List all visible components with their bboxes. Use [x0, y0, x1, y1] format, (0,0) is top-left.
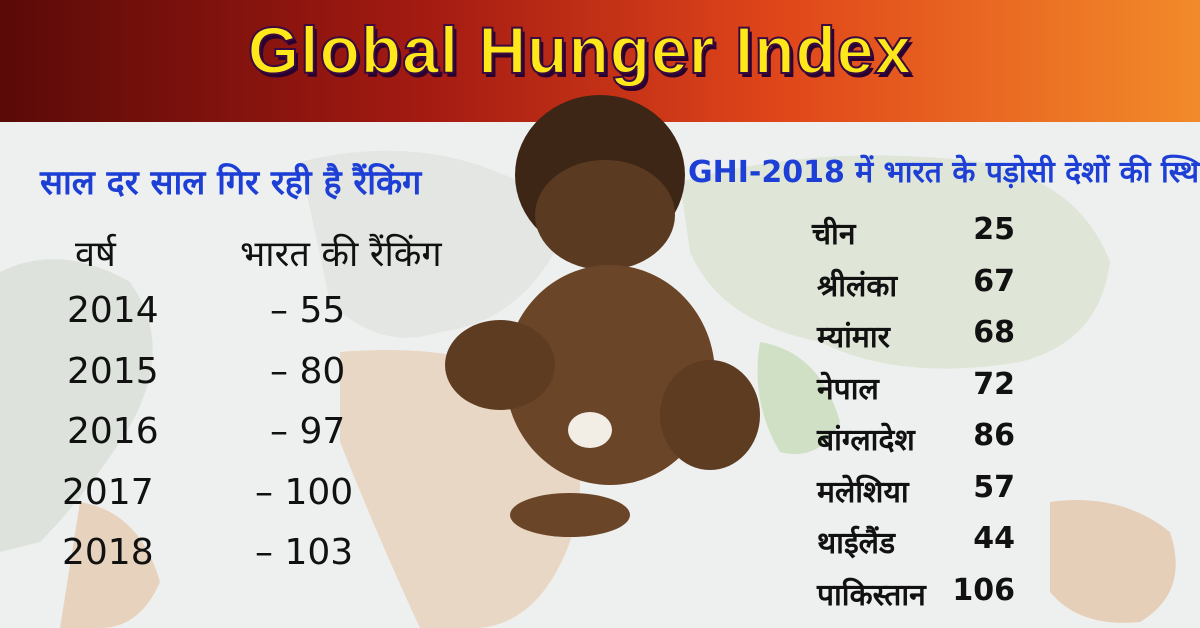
rank: 72 [973, 366, 1015, 402]
year: 2014 [67, 290, 159, 331]
country: श्रीलंका [817, 268, 898, 304]
rank: 57 [973, 469, 1015, 505]
year: 2016 [67, 411, 159, 452]
country: पाकिस्तान [817, 577, 926, 613]
country: मलेशिया [817, 474, 909, 510]
rank: 67 [973, 263, 1015, 299]
map-land [0, 259, 153, 552]
right-heading: GHI-2018 में भारत के पड़ोसी देशों की स्थ… [688, 155, 1200, 190]
rank: 86 [973, 418, 1015, 453]
map-land [1050, 500, 1176, 623]
year: 2017 [62, 471, 154, 513]
year: 2018 [62, 532, 154, 573]
left-heading: साल दर साल गिर रही है रैंकिंग [40, 163, 422, 203]
map-land [680, 155, 1110, 369]
title: Global Hunger Index [247, 12, 913, 88]
child-photo [445, 95, 760, 537]
map-land [757, 342, 840, 454]
ranking: – 97 [270, 411, 346, 452]
rank: 44 [973, 521, 1015, 556]
ranking: – 80 [270, 350, 346, 392]
ranking: – 55 [270, 290, 346, 331]
column-header: वर्ष [75, 234, 116, 275]
rank: 68 [973, 315, 1015, 350]
country: म्यांमार [817, 320, 890, 355]
map-land [300, 150, 560, 338]
country: नेपाल [817, 371, 879, 407]
foot [510, 493, 630, 537]
year: 2015 [67, 350, 159, 392]
column-header: भारत की रैंकिंग [240, 234, 442, 275]
rank: 25 [973, 212, 1015, 247]
face [535, 160, 675, 270]
rank: 106 [952, 572, 1015, 608]
ranking: – 100 [255, 471, 354, 513]
country: थाईलैंड [817, 526, 896, 561]
knee [445, 320, 555, 410]
arm [660, 360, 760, 470]
ranking: – 103 [255, 532, 354, 573]
country: चीन [812, 217, 856, 252]
country: बांग्लादेश [817, 423, 915, 458]
rice [568, 412, 612, 448]
map-land [60, 502, 160, 628]
